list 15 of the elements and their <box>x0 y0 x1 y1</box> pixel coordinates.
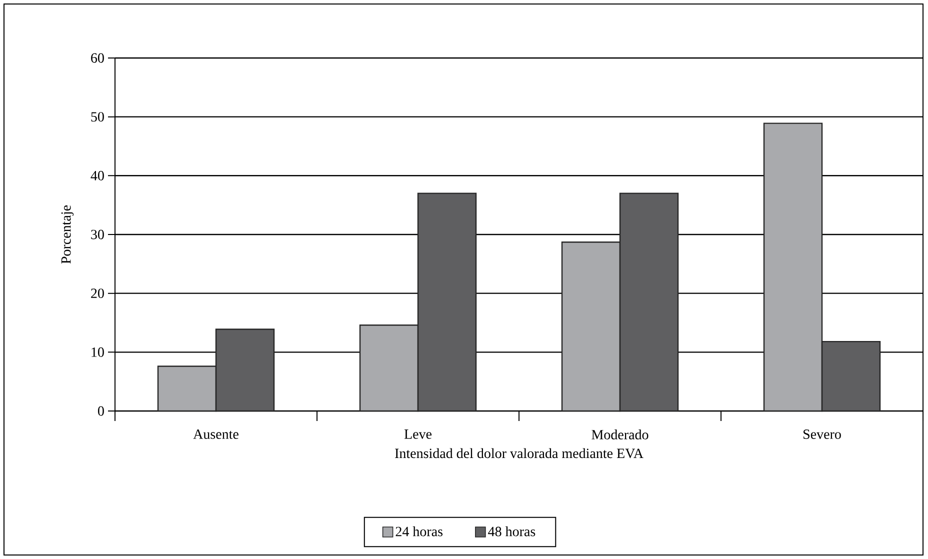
x-tick-label: Severo <box>804 430 841 439</box>
x-axis-title: Intensidad del dolor valorada mediante EVA <box>395 448 644 458</box>
x-tick-label: Ausente <box>193 430 238 439</box>
y-tick-label: 40 <box>90 170 104 180</box>
x-tick-label: Leve <box>404 430 432 439</box>
y-tick-label: 60 <box>91 53 104 63</box>
y-tick-label: 20 <box>91 288 104 298</box>
y-axis-title: Porcentaje <box>61 205 74 264</box>
y-tick-label: 30 <box>91 230 104 240</box>
legend-label: 24 horas <box>396 526 442 536</box>
y-tick-label: 50 <box>91 112 104 122</box>
x-tick-label: Moderado <box>592 430 648 440</box>
legend-label: 48 horas <box>488 526 536 536</box>
y-tick-label: 10 <box>92 347 104 357</box>
y-tick-label: 0 <box>98 406 104 416</box>
